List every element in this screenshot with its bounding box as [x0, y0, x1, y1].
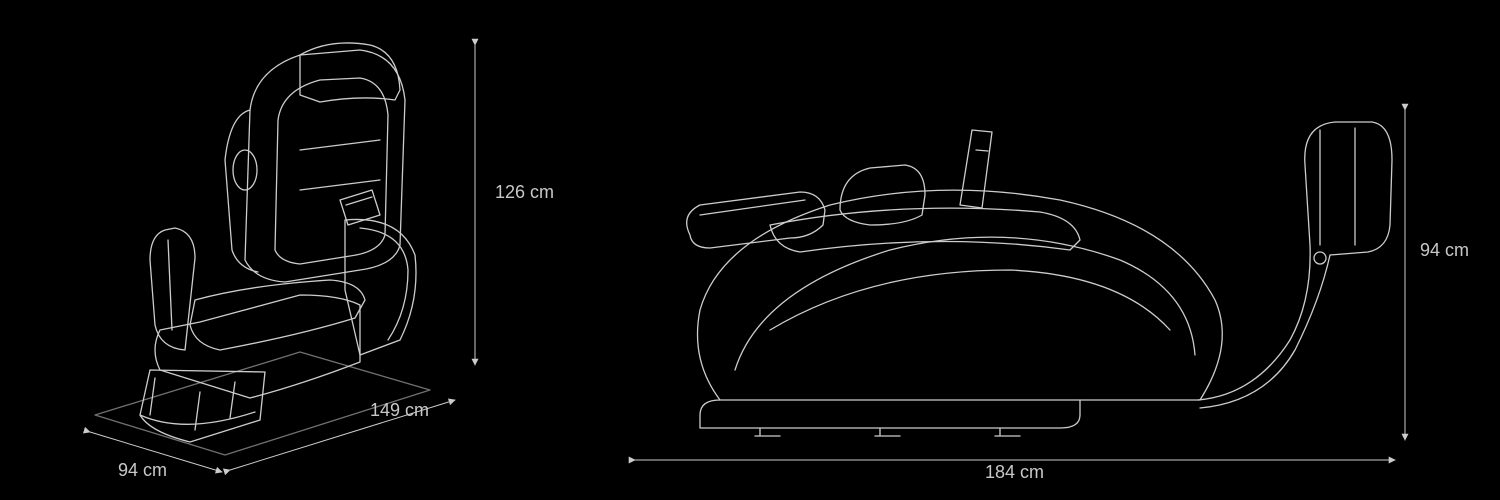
- dimension-lines: [90, 45, 1405, 472]
- label-upright-width: 94 cm: [118, 460, 167, 481]
- chair-upright-outline: [95, 43, 430, 455]
- label-upright-height: 126 cm: [495, 182, 554, 203]
- label-upright-depth: 149 cm: [370, 400, 429, 421]
- dimension-diagram: [0, 0, 1500, 500]
- chair-reclined-outline: [687, 122, 1392, 436]
- label-reclined-length: 184 cm: [985, 462, 1044, 483]
- label-reclined-height: 94 cm: [1420, 240, 1469, 261]
